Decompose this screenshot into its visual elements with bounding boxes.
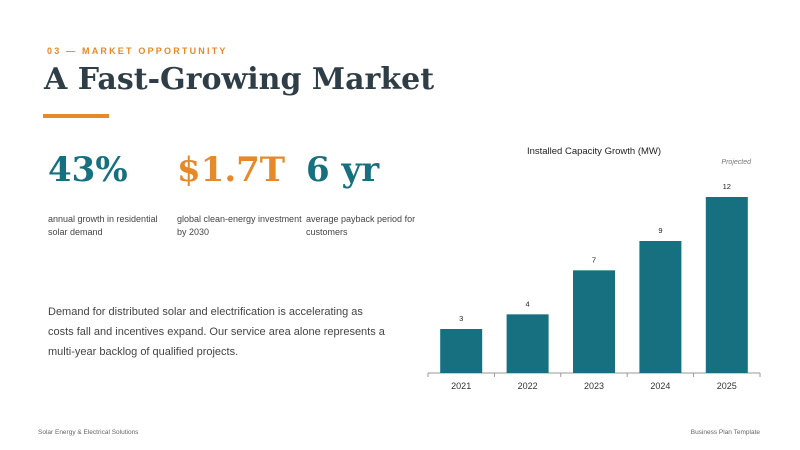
bar-value-label: 7 <box>592 255 596 264</box>
bar-2023 <box>573 270 615 373</box>
x-tick-label: 2025 <box>717 381 737 391</box>
x-tick-label: 2024 <box>650 381 670 391</box>
footer-company: Solar Energy & Electrical Solutions <box>38 429 139 436</box>
bar-value-label: 12 <box>723 182 731 191</box>
market-description: Demand for distributed solar and electri… <box>48 306 385 358</box>
chart-annotation: Projected <box>721 159 752 166</box>
section-eyebrow: 03 — MARKET OPPORTUNITY <box>47 46 228 56</box>
title-accent-rule <box>43 114 109 118</box>
bar-2022 <box>506 314 549 373</box>
stat-value-investment: $1.7T <box>177 150 286 190</box>
bar-value-label: 4 <box>526 299 530 308</box>
x-tick-label: 2022 <box>518 381 538 391</box>
page-title: A Fast-Growing Market <box>44 62 435 97</box>
stat-label-investment: global clean-energy investment by 2030 <box>177 214 302 237</box>
bar-2024 <box>639 241 682 373</box>
stat-value-payback: 6 yr <box>306 150 380 190</box>
x-tick-label: 2023 <box>584 381 604 391</box>
stat-label-growth: annual growth in residential solar deman… <box>48 214 158 237</box>
stat-value-growth: 43% <box>48 150 128 190</box>
bar-2025 <box>705 197 748 373</box>
bar-2021 <box>440 329 483 373</box>
stat-label-payback: average payback period for customers <box>306 214 416 237</box>
chart-title: Installed Capacity Growth (MW) <box>527 146 661 157</box>
capacity-growth-chart: Installed Capacity Growth (MW) Projected… <box>427 146 761 391</box>
x-tick-label: 2021 <box>451 381 471 391</box>
footer-template-label: Business Plan Template <box>690 429 760 436</box>
bar-value-label: 9 <box>658 226 662 235</box>
bar-value-label: 3 <box>459 314 463 323</box>
